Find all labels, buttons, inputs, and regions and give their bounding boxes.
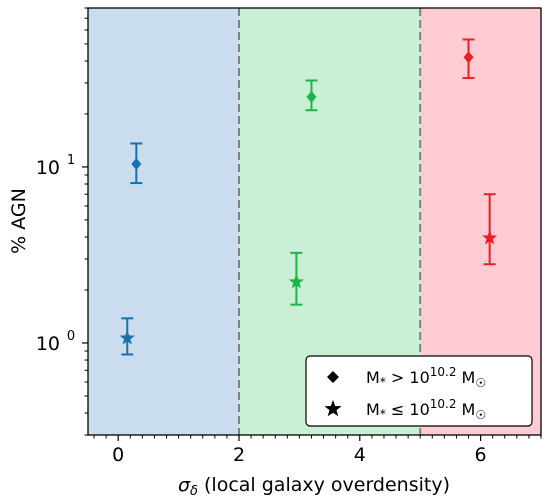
x-axis-label-text: (local galaxy overdensity) xyxy=(198,474,450,496)
x-tick-label: 4 xyxy=(354,444,366,466)
y-tick-label: 10 xyxy=(36,333,60,355)
x-tick-label: 0 xyxy=(112,444,124,466)
legend: M* > 1010.2 M☉ M* ≤ 1010.2 M☉ xyxy=(306,356,532,426)
x-axis-label: σδ (local galaxy overdensity) xyxy=(178,474,450,499)
x-tick-label: 2 xyxy=(233,444,245,466)
y-tick-label: 10 xyxy=(36,157,60,179)
x-tick-label: 6 xyxy=(475,444,487,466)
y-tick-exponent: 1 xyxy=(67,153,75,168)
y-tick-exponent: 0 xyxy=(67,329,75,344)
region-0 xyxy=(88,8,239,435)
x-axis-label-symbol: σ xyxy=(178,474,191,496)
x-axis-label-subscript: δ xyxy=(190,484,198,499)
y-axis-label: % AGN xyxy=(8,188,30,254)
